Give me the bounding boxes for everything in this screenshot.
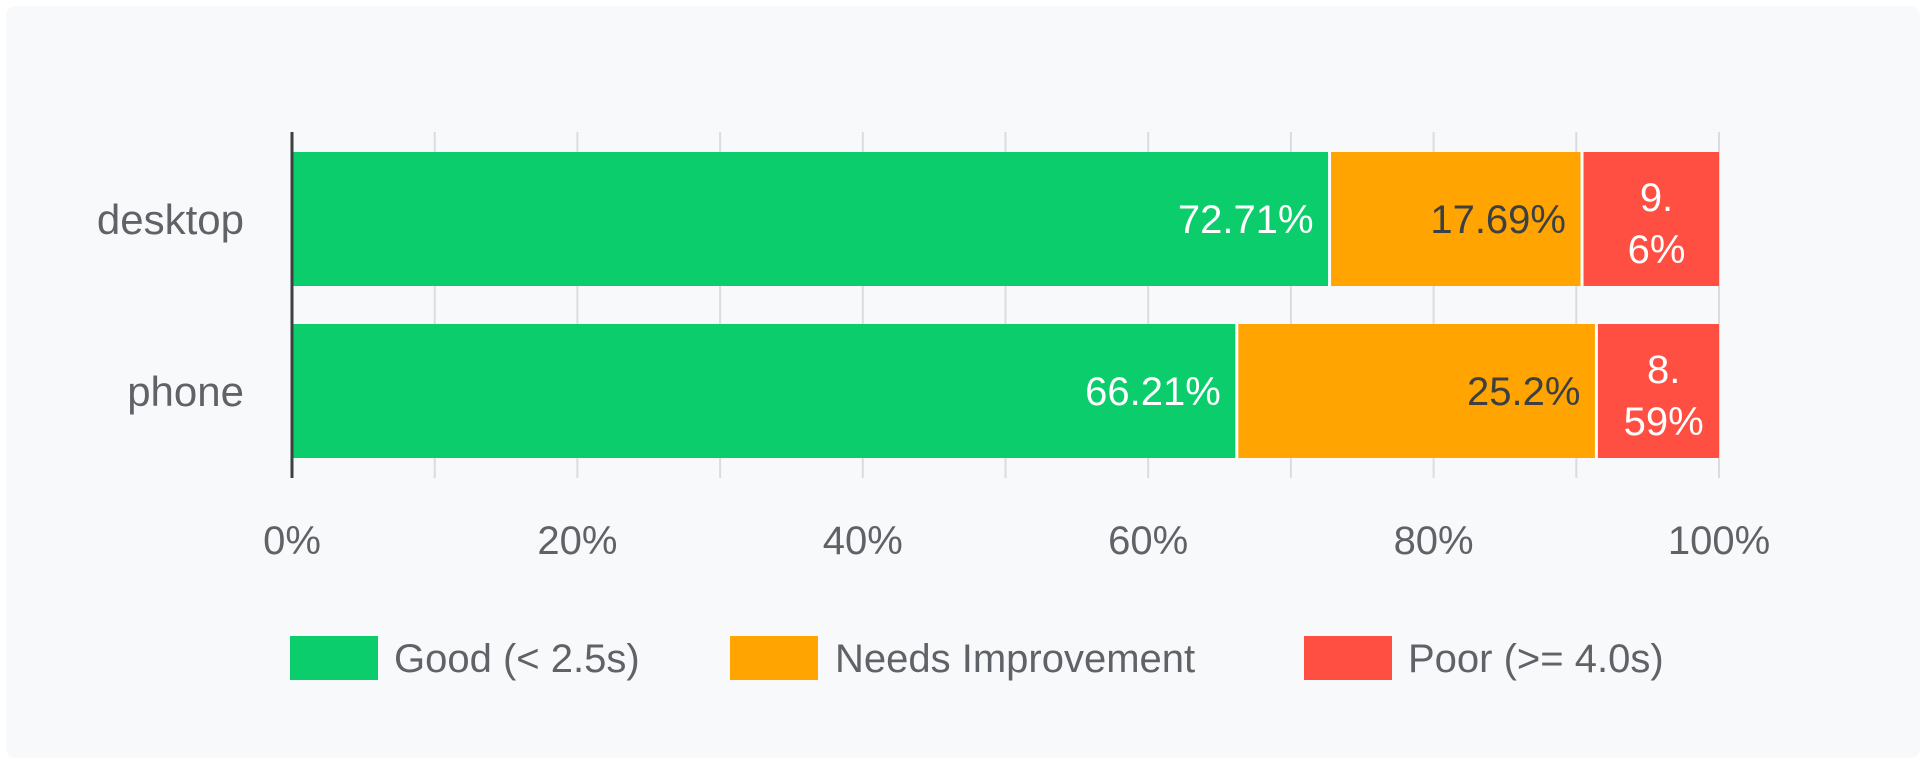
x-tick-label: 20%: [537, 519, 617, 563]
bar-phone-1: [1236, 324, 1597, 458]
legend-label: Good (< 2.5s): [394, 637, 640, 681]
bar-phone-2: [1596, 324, 1719, 458]
bars: 72.71% 17.69% 9. 6% 66.21% 25.2% 8. 59%: [292, 152, 1719, 458]
data-label: 17.69%: [1430, 198, 1566, 242]
bar-desktop-0: [292, 152, 1330, 286]
x-tick-label: 80%: [1394, 519, 1474, 563]
x-tick-label: 40%: [823, 519, 903, 563]
data-label: 72.71%: [1178, 198, 1314, 242]
legend-swatch: [730, 636, 818, 680]
bar-phone-0: [292, 324, 1237, 458]
category-label-phone: phone: [127, 368, 244, 415]
data-label: 25.2%: [1467, 370, 1580, 414]
legend-swatch: [290, 636, 378, 680]
legend-label: Poor (>= 4.0s): [1408, 637, 1664, 681]
x-tick-label: 0%: [263, 519, 321, 563]
category-label-desktop: desktop: [97, 196, 244, 243]
stacked-bar-chart: 72.71% 17.69% 9. 6% 66.21% 25.2% 8. 59% desktop…: [97, 132, 1770, 681]
x-tick-label: 100%: [1668, 519, 1770, 563]
bar-desktop-2: [1582, 152, 1719, 286]
legend-swatch: [1304, 636, 1392, 680]
chart-card: 72.71% 17.69% 9. 6% 66.21% 25.2% 8. 59% desktop…: [6, 6, 1920, 758]
legend-label: Needs Improvement: [835, 637, 1195, 681]
data-label: 66.21%: [1085, 370, 1221, 414]
bar-desktop-1: [1329, 152, 1583, 286]
data-label: 9. 6%: [1628, 176, 1686, 272]
data-label: 8. 59%: [1624, 348, 1704, 444]
axes: desktop phone 0% 20% 40% 60% 80% 100%: [97, 132, 1770, 563]
x-tick-label: 60%: [1108, 519, 1188, 563]
legend: Good (< 2.5s) Needs Improvement Poor (>= 4…: [290, 636, 1664, 681]
